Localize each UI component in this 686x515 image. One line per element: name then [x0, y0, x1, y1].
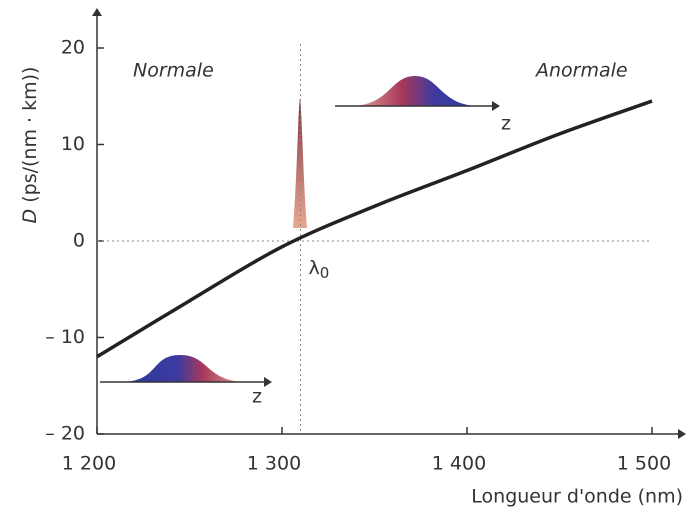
x-tick-label: 1 500	[617, 453, 671, 475]
x-axis-arrow	[678, 429, 686, 439]
lambda-symbol: λ	[309, 257, 320, 279]
pulse-narrow	[293, 98, 307, 228]
pulse-left	[120, 355, 248, 382]
pulse-axis-label: z	[501, 113, 511, 135]
lambda-sub: 0	[320, 264, 330, 282]
y-tick-label: 10	[61, 133, 85, 155]
y-axis-symbol: D	[19, 209, 41, 224]
pulse-axis-label: z	[252, 386, 262, 408]
x-tick-label: 1 200	[62, 453, 116, 475]
region-label: Anormale	[534, 60, 628, 82]
dispersion-curve	[96, 99, 653, 359]
y-tick-label: – 10	[45, 326, 85, 348]
pulse-right	[350, 76, 480, 106]
pulse-axis-arrow	[492, 101, 500, 111]
y-axis-label: D (ps/(nm · km))	[19, 67, 41, 224]
x-tick-label: 1 300	[247, 453, 301, 475]
lambda0-label: λ0	[309, 257, 330, 282]
region-label: Normale	[133, 60, 214, 82]
y-tick-label: 0	[73, 230, 85, 252]
x-axis-label: Longueur d'onde (nm)	[471, 486, 683, 508]
y-tick-label: 20	[61, 37, 85, 59]
pulse-axis-arrow	[264, 377, 272, 387]
x-tick-label: 1 400	[432, 453, 486, 475]
y-axis-arrow	[92, 8, 102, 16]
y-tick-label: – 20	[45, 423, 85, 445]
y-axis-unit: (ps/(nm · km))	[19, 67, 41, 203]
